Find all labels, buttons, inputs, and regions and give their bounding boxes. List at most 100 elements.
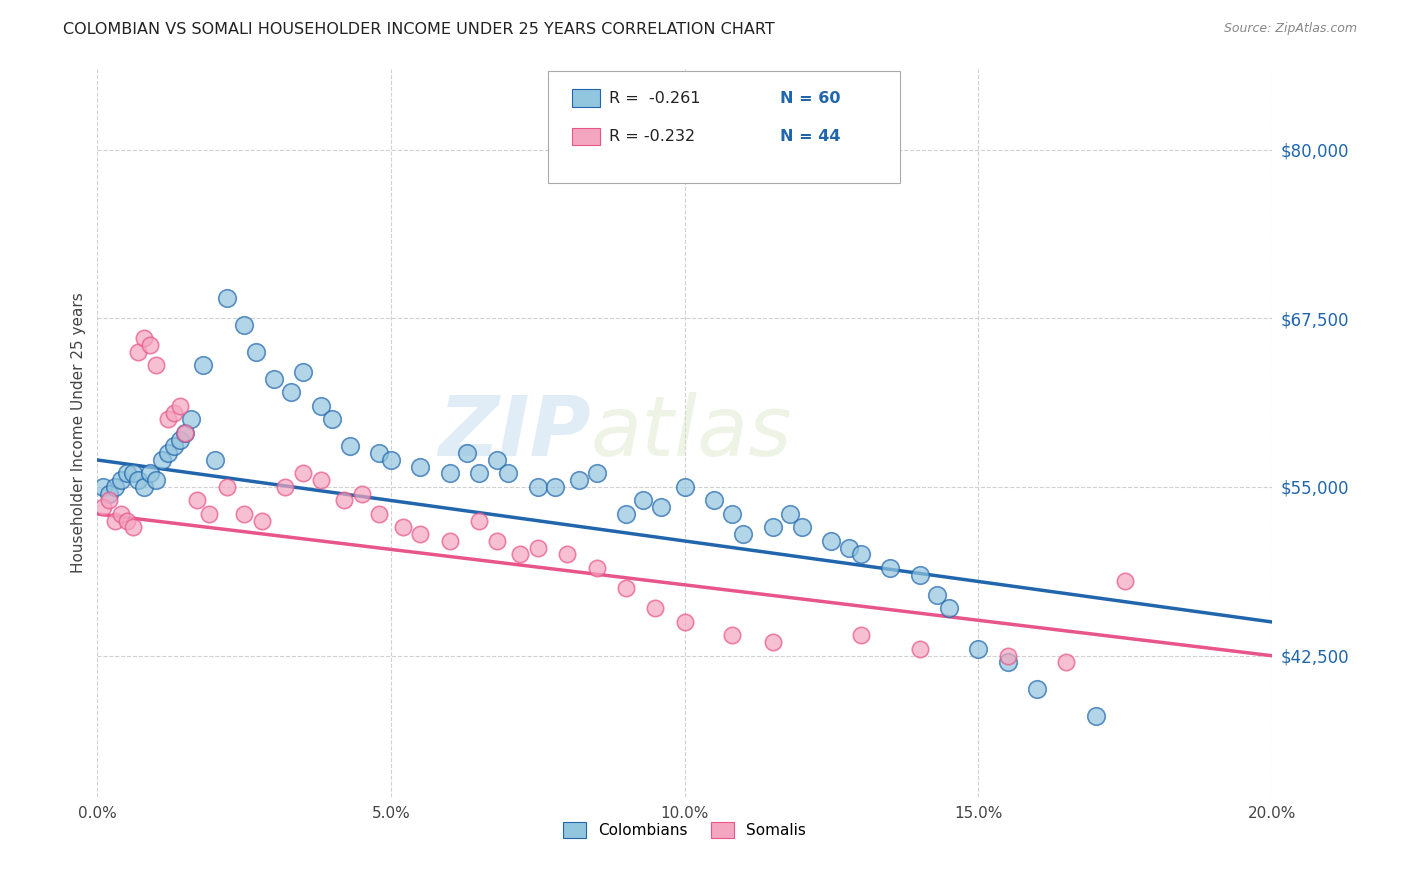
Point (673, 480, 696, 494)
Text: ZIP: ZIP (439, 392, 591, 474)
Legend: Colombians, Somalis: Colombians, Somalis (557, 816, 813, 845)
Point (180, 412, 202, 426)
Point (191, 359, 214, 373)
Point (134, 480, 156, 494)
Point (820, 533, 842, 548)
Point (391, 520, 413, 534)
Point (509, 548, 531, 562)
Point (568, 473, 591, 487)
Point (879, 561, 901, 575)
Point (927, 588, 949, 602)
Point (350, 487, 373, 501)
Point (526, 480, 548, 494)
Point (614, 581, 637, 595)
Point (526, 541, 548, 555)
Point (121, 467, 143, 481)
Point (98, 493, 121, 508)
Point (544, 480, 567, 494)
Point (110, 473, 132, 487)
Point (614, 507, 637, 521)
Point (838, 541, 860, 555)
Point (274, 480, 297, 494)
Point (174, 425, 197, 440)
Point (997, 648, 1019, 663)
Point (174, 425, 197, 440)
Point (485, 453, 508, 467)
Point (104, 480, 127, 494)
Point (1084, 709, 1107, 723)
Point (849, 628, 872, 642)
Point (291, 467, 314, 481)
Point (368, 446, 391, 460)
Point (121, 520, 143, 534)
Point (380, 453, 402, 467)
Point (762, 635, 785, 649)
Point (263, 372, 285, 386)
Point (156, 446, 179, 460)
Point (104, 514, 127, 528)
Point (127, 473, 149, 487)
Point (280, 385, 302, 400)
Point (997, 656, 1019, 670)
Point (644, 601, 666, 615)
Point (409, 459, 432, 474)
Point (650, 500, 672, 515)
Point (215, 480, 238, 494)
Point (720, 507, 742, 521)
Point (215, 291, 238, 305)
Point (139, 467, 162, 481)
Point (908, 642, 931, 657)
Point (456, 446, 478, 460)
Point (633, 493, 655, 508)
Point (156, 412, 179, 426)
Point (98, 487, 121, 501)
Point (291, 365, 314, 379)
Text: Source: ZipAtlas.com: Source: ZipAtlas.com (1223, 22, 1357, 36)
Point (163, 406, 186, 420)
Point (309, 473, 332, 487)
Point (733, 527, 755, 541)
Point (339, 440, 361, 454)
Point (439, 467, 461, 481)
Point (250, 514, 273, 528)
Text: R =  -0.261: R = -0.261 (609, 91, 700, 105)
Point (145, 473, 167, 487)
Point (468, 467, 491, 481)
Point (127, 345, 149, 359)
Point (233, 318, 256, 332)
Text: R = -0.232: R = -0.232 (609, 129, 695, 144)
Point (485, 533, 508, 548)
Point (91, 500, 114, 515)
Point (368, 507, 391, 521)
Point (115, 514, 138, 528)
Point (169, 399, 191, 413)
Point (321, 412, 343, 426)
Point (110, 507, 132, 521)
Point (703, 493, 725, 508)
Point (967, 642, 990, 657)
Point (115, 467, 138, 481)
Point (1026, 682, 1049, 697)
Text: N = 44: N = 44 (780, 129, 841, 144)
Point (204, 453, 226, 467)
Point (134, 331, 156, 345)
Point (555, 548, 578, 562)
Point (186, 493, 208, 508)
Point (790, 520, 813, 534)
Point (938, 601, 960, 615)
Text: COLOMBIAN VS SOMALI HOUSEHOLDER INCOME UNDER 25 YEARS CORRELATION CHART: COLOMBIAN VS SOMALI HOUSEHOLDER INCOME U… (63, 22, 775, 37)
Point (585, 561, 607, 575)
Point (139, 338, 162, 352)
Point (673, 615, 696, 629)
Text: atlas: atlas (591, 392, 792, 474)
Point (1114, 574, 1136, 589)
Point (409, 527, 432, 541)
Point (198, 507, 221, 521)
Point (439, 533, 461, 548)
Point (150, 453, 173, 467)
Point (779, 507, 801, 521)
Point (333, 493, 356, 508)
Point (762, 520, 785, 534)
Point (849, 548, 872, 562)
Point (145, 359, 167, 373)
